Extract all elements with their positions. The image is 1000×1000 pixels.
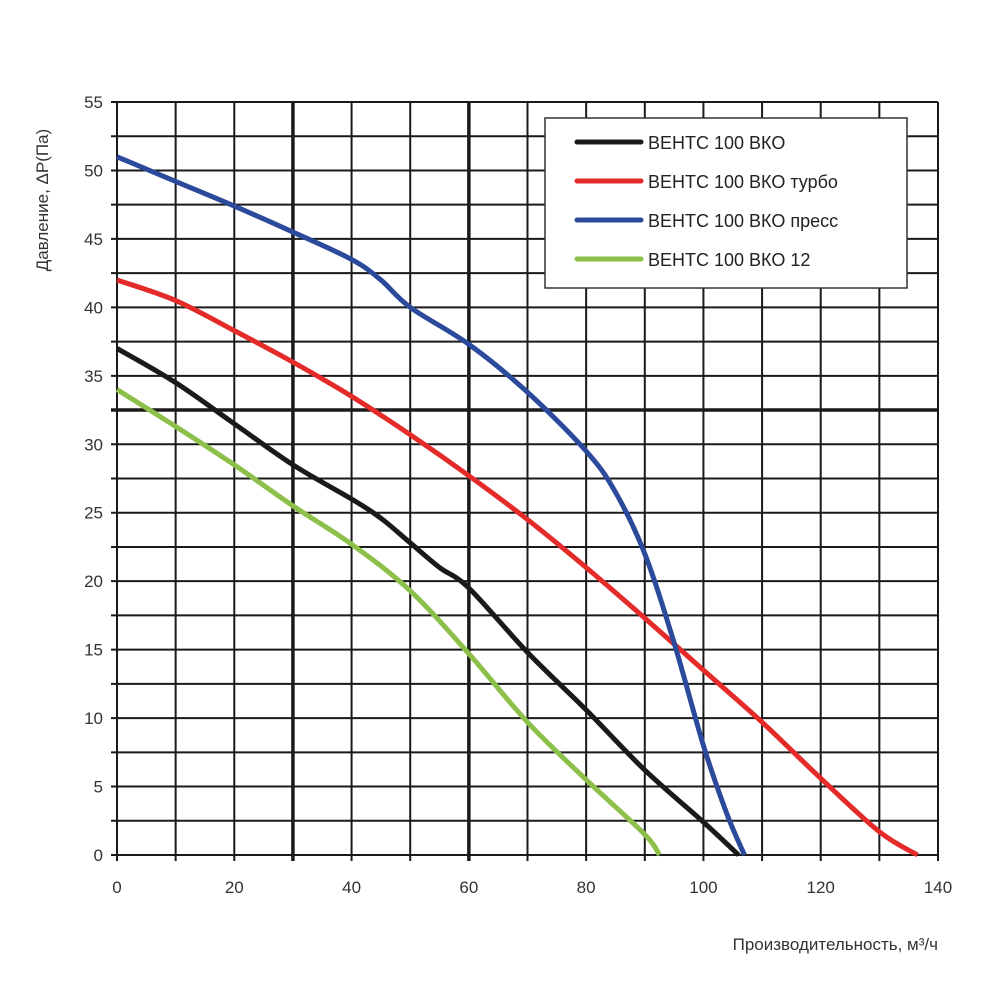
y-tick-label: 45 xyxy=(84,230,103,249)
y-tick-label: 55 xyxy=(84,93,103,112)
legend: ВЕНТС 100 ВКО ВЕНТС 100 ВКО турбо ВЕНТС 10… xyxy=(544,117,908,289)
x-tick-label: 80 xyxy=(577,878,596,897)
y-tick-label: 40 xyxy=(84,298,103,317)
x-tick-labels: 0 20 40 60 80 100 120 140 xyxy=(112,878,952,897)
y-tick-label: 10 xyxy=(84,709,103,728)
y-tick-labels: 0 5 10 15 20 25 30 35 40 45 50 55 xyxy=(84,93,103,865)
series-line xyxy=(115,346,741,857)
legend-label: ВЕНТС 100 ВКО турбо xyxy=(648,172,838,192)
series-lines xyxy=(115,154,919,858)
y-axis-label: Давление, ΔP(Па) xyxy=(33,129,52,271)
x-tick-label: 40 xyxy=(342,878,361,897)
series-line xyxy=(115,387,662,857)
y-tick-label: 35 xyxy=(84,367,103,386)
x-tick-label: 100 xyxy=(689,878,717,897)
x-tick-label: 20 xyxy=(225,878,244,897)
legend-label: ВЕНТС 100 ВКО 12 xyxy=(648,250,810,270)
y-tick-label: 0 xyxy=(94,846,103,865)
legend-label: ВЕНТС 100 ВКО пресс xyxy=(648,211,838,231)
y-tick-label: 20 xyxy=(84,572,103,591)
series-line xyxy=(116,154,747,856)
y-tick-label: 50 xyxy=(84,161,103,180)
legend-label: ВЕНТС 100 ВКО xyxy=(648,133,785,153)
series-line xyxy=(116,277,919,858)
x-tick-label: 60 xyxy=(459,878,478,897)
y-tick-label: 25 xyxy=(84,504,103,523)
x-tick-label: 140 xyxy=(924,878,952,897)
y-tick-label: 30 xyxy=(84,435,103,454)
y-tick-label: 15 xyxy=(84,641,103,660)
y-tick-label: 5 xyxy=(94,778,103,797)
x-tick-label: 0 xyxy=(112,878,121,897)
x-tick-label: 120 xyxy=(807,878,835,897)
x-axis-label: Производительность, м³/ч xyxy=(733,935,938,954)
